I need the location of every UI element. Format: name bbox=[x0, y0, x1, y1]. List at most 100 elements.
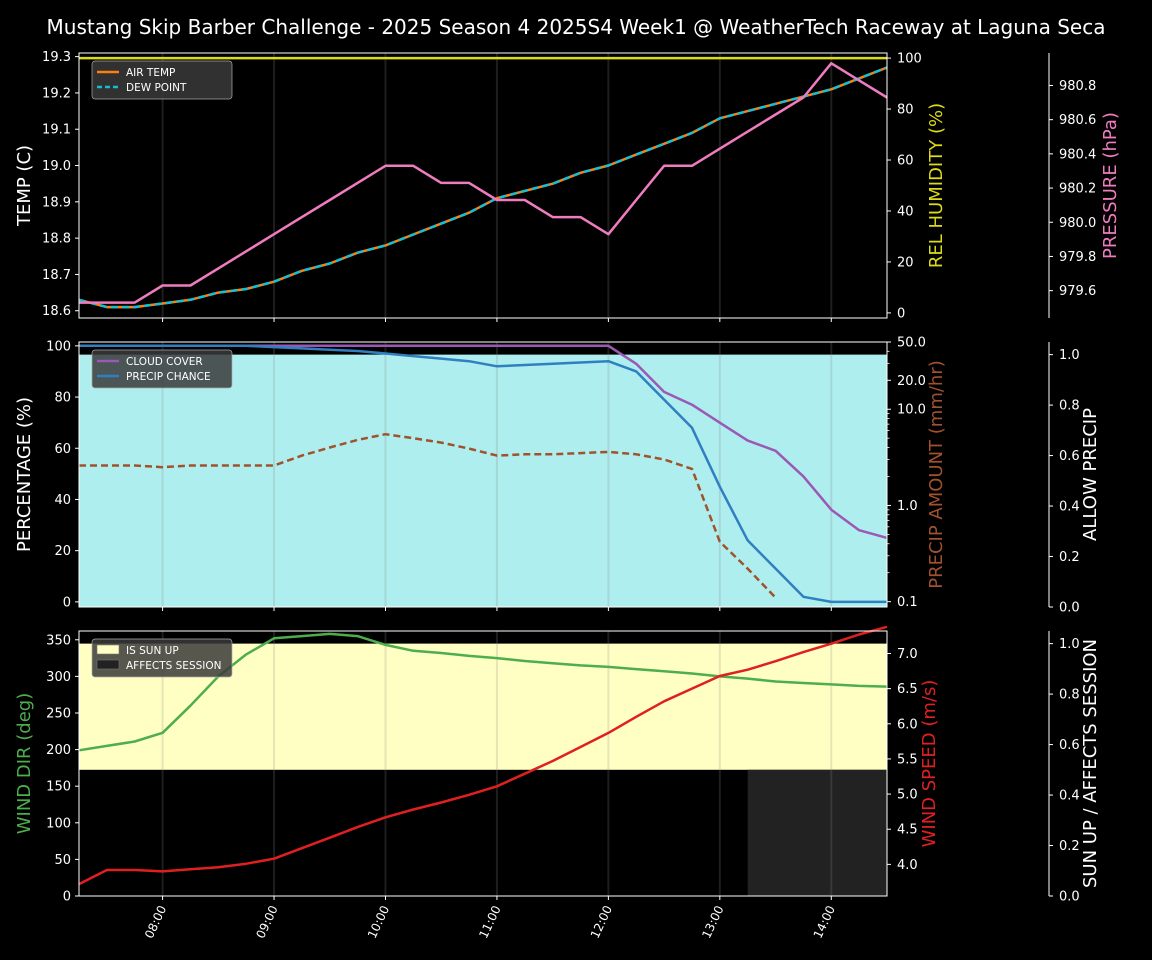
sun-up-axis-tick-label: 1.0 bbox=[1059, 637, 1080, 652]
wind-speed-axis-tick-label: 6.5 bbox=[897, 682, 918, 697]
allow-precip-axis-tick-label: 0.2 bbox=[1059, 550, 1080, 565]
humidity-axis-tick-label: 60 bbox=[897, 154, 914, 169]
wind-dir-axis-tick-label: 200 bbox=[46, 743, 71, 758]
temp-axis-tick-label: 18.6 bbox=[42, 304, 71, 319]
allow-precip-fill bbox=[79, 354, 887, 607]
allow-precip-axis-tick-label: 0.0 bbox=[1059, 601, 1080, 616]
x-tick-label: 14:00 bbox=[811, 903, 838, 940]
x-tick-label: 10:00 bbox=[365, 903, 392, 940]
pressure-axis-title: PRESSURE (hPa) bbox=[1100, 112, 1121, 259]
sun-up-axis-tick-label: 0.0 bbox=[1059, 890, 1080, 905]
allow-precip-axis-title: ALLOW PRECIP bbox=[1080, 408, 1101, 541]
wind-speed-axis-tick-label: 6.0 bbox=[897, 717, 918, 732]
wind-speed-axis-tick-label: 4.0 bbox=[897, 858, 918, 873]
legend-label: PRECIP CHANCE bbox=[126, 371, 211, 383]
legend-swatch bbox=[96, 644, 120, 655]
wind-dir-axis-tick-label: 50 bbox=[54, 853, 71, 868]
x-tick-label: 11:00 bbox=[476, 903, 503, 940]
pressure-line bbox=[79, 62, 888, 304]
legend-label: AFFECTS SESSION bbox=[126, 660, 222, 672]
x-tick-label: 13:00 bbox=[699, 903, 726, 940]
wind-dir-axis-tick-label: 300 bbox=[46, 670, 71, 685]
percentage-axis-tick-label: 100 bbox=[46, 339, 71, 354]
percentage-axis-tick-label: 40 bbox=[54, 493, 71, 508]
precip-amount-axis-tick-label: 0.1 bbox=[897, 595, 918, 610]
legend-label: DEW POINT bbox=[126, 82, 187, 94]
sun-up-axis-tick-label: 0.8 bbox=[1059, 688, 1080, 703]
precip-chance-line bbox=[79, 344, 887, 604]
humidity-axis-tick-label: 0 bbox=[897, 306, 905, 321]
percentage-axis-tick-label: 80 bbox=[54, 391, 71, 406]
allow-precip-axis-tick-label: 0.8 bbox=[1059, 399, 1080, 414]
pressure-axis-tick-label: 980.0 bbox=[1059, 216, 1096, 231]
wind-dir-line bbox=[78, 632, 888, 752]
temp-axis-tick-label: 18.9 bbox=[42, 195, 71, 210]
temp-axis-tick-label: 19.1 bbox=[42, 123, 71, 138]
temp-axis-tick-label: 19.3 bbox=[42, 50, 71, 65]
legend-label: AIR TEMP bbox=[126, 67, 175, 79]
pressure-axis-tick-label: 980.2 bbox=[1059, 182, 1096, 197]
temp-axis-title: TEMP (C) bbox=[14, 145, 35, 227]
wind-dir-axis-title: WIND DIR (deg) bbox=[14, 693, 35, 835]
wind-panel: 0 50 100 150 200 250 300 350 4.0 4.5 5.0 5.5 6.0 6.5 7… bbox=[14, 625, 1101, 941]
wind-speed-axis-tick-label: 5.5 bbox=[897, 752, 918, 767]
humidity-axis-tick-label: 40 bbox=[897, 204, 914, 219]
wind-dir-axis-tick-label: 0 bbox=[63, 890, 71, 905]
precip-amount-axis-tick-label: 10.0 bbox=[897, 403, 926, 418]
wind-dir-axis-tick-label: 350 bbox=[46, 633, 71, 648]
wind-dir-axis-tick-label: 250 bbox=[46, 706, 71, 721]
allow-precip-axis-tick-label: 0.4 bbox=[1059, 500, 1080, 515]
sun-up-axis-tick-label: 0.6 bbox=[1059, 738, 1080, 753]
legend-label: CLOUD COVER bbox=[126, 356, 203, 368]
sun-up-axis-tick-label: 0.2 bbox=[1059, 839, 1080, 854]
chart-panels: 18.6 18.7 18.8 18.9 19.0 19.1 19.2 19.3 0 20 40 60 8… bbox=[14, 50, 1121, 940]
pressure-axis-tick-label: 979.6 bbox=[1059, 284, 1096, 299]
humidity-axis-tick-label: 100 bbox=[897, 52, 922, 67]
precip-amount-axis-tick-label: 50.0 bbox=[897, 336, 926, 351]
pressure-axis-tick-label: 979.8 bbox=[1059, 250, 1096, 265]
temp-axis-tick-label: 19.0 bbox=[42, 159, 71, 174]
sun-up-axis-title: SUN UP / AFFECTS SESSION bbox=[1080, 639, 1101, 888]
allow-precip-axis-tick-label: 0.6 bbox=[1059, 449, 1080, 464]
temp-axis-tick-label: 18.7 bbox=[42, 268, 71, 283]
legend-box bbox=[91, 638, 233, 678]
legend-swatch bbox=[96, 659, 120, 670]
dew-point-line bbox=[78, 66, 888, 309]
precipitation-panel: 0 20 40 60 80 100 0.1 1.0 10.0 20.0 50.0 0.0 0.2 0.4 0… bbox=[14, 336, 1101, 616]
sun-up-axis-tick-label: 0.4 bbox=[1059, 789, 1080, 804]
wind-speed-line bbox=[78, 625, 888, 886]
chart-title: Mustang Skip Barber Challenge - 2025 Sea… bbox=[47, 15, 1106, 39]
humidity-axis-tick-label: 20 bbox=[897, 255, 914, 270]
wind-dir-axis-tick-label: 150 bbox=[46, 780, 71, 795]
temperature-panel: 18.6 18.7 18.8 18.9 19.0 19.1 19.2 19.3 0 20 40 60 8… bbox=[14, 50, 1121, 322]
precip-amount-axis-title: PRECIP AMOUNT (mm/hr) bbox=[926, 360, 947, 589]
x-tick-label: 08:00 bbox=[142, 903, 169, 940]
legend-label: IS SUN UP bbox=[126, 645, 179, 657]
percentage-axis-tick-label: 0 bbox=[63, 595, 71, 610]
wind-speed-axis-tick-label: 7.0 bbox=[897, 647, 918, 662]
percentage-axis-tick-label: 20 bbox=[54, 544, 71, 559]
temp-axis-tick-label: 19.2 bbox=[42, 86, 71, 101]
wind-speed-axis-title: WIND SPEED (m/s) bbox=[919, 680, 940, 848]
percentage-axis-title: PERCENTAGE (%) bbox=[14, 397, 35, 552]
x-tick-label: 09:00 bbox=[253, 903, 280, 940]
precip-amount-axis-tick-label: 1.0 bbox=[897, 499, 918, 514]
precip-amount-line bbox=[79, 432, 777, 599]
percentage-axis-tick-label: 60 bbox=[54, 442, 71, 457]
precip-amount-axis-tick-label: 20.0 bbox=[897, 374, 926, 389]
humidity-axis-tick-label: 80 bbox=[897, 103, 914, 118]
pressure-axis-tick-label: 980.4 bbox=[1059, 147, 1096, 162]
allow-precip-axis-tick-label: 1.0 bbox=[1059, 348, 1080, 363]
legend-box bbox=[91, 60, 233, 100]
wind-speed-axis-tick-label: 4.5 bbox=[897, 823, 918, 838]
humidity-axis-title: REL HUMIDITY (%) bbox=[926, 103, 947, 268]
temp-axis-tick-label: 18.8 bbox=[42, 232, 71, 247]
x-tick-label: 12:00 bbox=[588, 903, 615, 940]
affects-session-band bbox=[747, 769, 887, 896]
wind-dir-axis-tick-label: 100 bbox=[46, 816, 71, 831]
pressure-axis-tick-label: 980.8 bbox=[1059, 79, 1096, 94]
wind-speed-axis-tick-label: 5.0 bbox=[897, 788, 918, 803]
pressure-axis-tick-label: 980.6 bbox=[1059, 113, 1096, 128]
legend-box bbox=[91, 349, 233, 389]
